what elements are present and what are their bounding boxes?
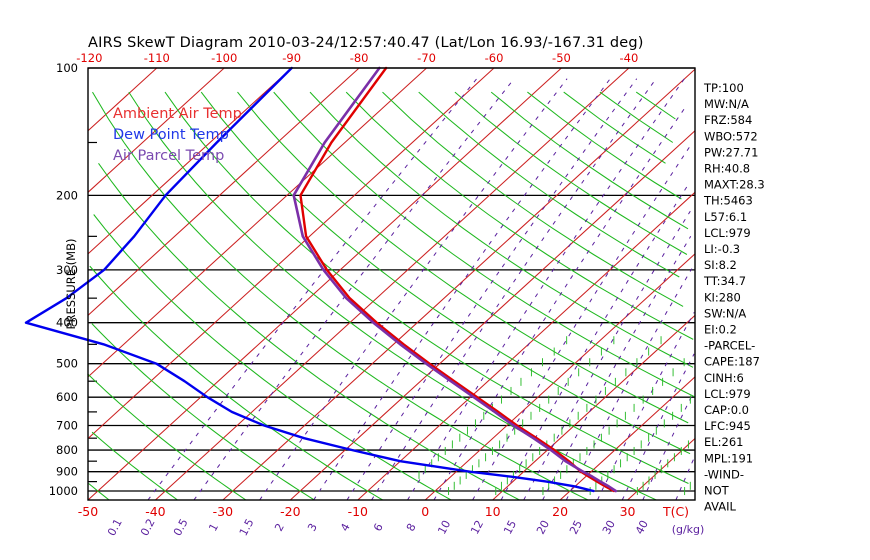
stat-line-1: MW:N/A [704, 97, 749, 111]
stat-line-26: AVAIL [704, 500, 737, 514]
stat-line-5: RH:40.8 [704, 162, 750, 176]
bottom-temp-tick: -10 [348, 504, 368, 519]
temperature-axis-unit: T(C) [662, 504, 689, 519]
top-temp-tick: -80 [350, 51, 369, 65]
page-title: AIRS SkewT Diagram 2010-03-24/12:57:40.4… [88, 35, 644, 51]
top-temperature-tick-labels: -120 -110 -100 -90 -80 -70 -60 -50 -40 [76, 51, 638, 65]
curve-dew-point-temp [24, 66, 595, 493]
stat-line-2: FRZ:584 [704, 113, 752, 127]
stat-line-22: EL:261 [704, 435, 744, 449]
stat-line-13: KI:280 [704, 290, 741, 304]
mixing-ratio-tick: 30 [600, 518, 618, 536]
bottom-temp-tick: 0 [421, 504, 429, 519]
mixing-ratio-tick: 15 [501, 518, 519, 536]
stat-line-25: NOT [704, 484, 730, 498]
stats-panel: TP:100 MW:N/A FRZ:584 WBO:572 PW:27.71 RH:40.… [703, 81, 765, 514]
bottom-temperature-tick-labels: -50 -40 -30 -20 -10 0 10 20 30 [78, 504, 636, 519]
stat-line-20: CAP:0.0 [704, 403, 749, 417]
mixing-ratio-axis-unit: (g/kg) [672, 523, 705, 536]
pressure-tick: 900 [56, 465, 78, 479]
top-temp-tick: -120 [76, 51, 102, 65]
bottom-temp-tick: -30 [213, 504, 233, 519]
bottom-temp-tick: 30 [620, 504, 636, 519]
bottom-temp-tick: -20 [280, 504, 300, 519]
stat-line-17: CAPE:187 [704, 355, 760, 369]
stat-line-15: EI:0.2 [704, 323, 737, 337]
top-temp-tick: -100 [211, 51, 237, 65]
top-temp-tick: -60 [485, 51, 504, 65]
grid-lines [87, 67, 696, 501]
legend-item-2: Air Parcel Temp [113, 148, 224, 164]
stat-line-9: LCL:979 [704, 226, 751, 240]
stat-line-10: LI:-0.3 [704, 242, 740, 256]
pressure-tick: 600 [56, 390, 78, 404]
stat-line-8: L57:6.1 [704, 210, 747, 224]
mixing-ratio-tick: 12 [468, 518, 486, 536]
pressure-tick: 1000 [49, 484, 78, 498]
stat-line-16: -PARCEL- [704, 339, 755, 353]
bottom-temp-tick: 20 [552, 504, 568, 519]
pressure-tick: 200 [56, 188, 78, 202]
stat-line-21: LFC:945 [704, 419, 751, 433]
pressure-tick: 400 [56, 316, 78, 330]
top-temp-tick: -70 [417, 51, 436, 65]
mixing-ratio-tick: 20 [534, 518, 552, 536]
stat-line-3: WBO:572 [704, 129, 758, 143]
stat-line-0: TP:100 [703, 81, 744, 95]
mixing-ratio-tick: 25 [567, 518, 585, 536]
bottom-temp-tick: -40 [145, 504, 165, 519]
pressure-tick: 500 [56, 357, 78, 371]
legend-item-1: Dew Point Temp [113, 127, 229, 143]
pressure-tick: 100 [56, 61, 78, 75]
pressure-tick: 700 [56, 419, 78, 433]
curve-ambient-air-temp [299, 66, 615, 493]
stat-line-6: MAXT:28.3 [704, 178, 765, 192]
stat-line-11: SI:8.2 [704, 258, 737, 272]
stat-line-4: PW:27.71 [704, 145, 758, 159]
curve-air-parcel-temp [292, 66, 618, 493]
pressure-axis-label: PRESSURE (MB) [64, 239, 78, 330]
pressure-tick: 300 [56, 263, 78, 277]
stat-line-18: CINH:6 [704, 371, 744, 385]
bottom-temp-tick: 10 [485, 504, 501, 519]
plot-frame [87, 67, 696, 501]
mixing-ratio-tick: 10 [435, 518, 453, 536]
bottom-temp-tick: -50 [78, 504, 98, 519]
stat-line-23: MPL:191 [704, 451, 753, 465]
top-temp-tick: -90 [282, 51, 301, 65]
stat-line-19: LCL:979 [704, 387, 751, 401]
legend: Ambient Air Temp Dew Point Temp Air Parcel… [113, 106, 242, 164]
legend-item-0: Ambient Air Temp [113, 106, 242, 122]
pressure-tick: 800 [56, 443, 78, 457]
stat-line-12: TT:34.7 [703, 274, 746, 288]
stat-line-14: SW:N/A [704, 306, 746, 320]
pressure-tick-labels: 100 200 300 400 500 600 700 800 900 1000 [49, 61, 78, 498]
stat-line-7: TH:5463 [703, 194, 753, 208]
top-temp-tick: -40 [620, 51, 639, 65]
sounding-curves [24, 66, 618, 493]
mixing-ratio-tick: 40 [633, 518, 651, 536]
top-temp-tick: -110 [144, 51, 170, 65]
stat-line-24: -WIND- [704, 467, 744, 481]
top-temp-tick: -50 [552, 51, 571, 65]
